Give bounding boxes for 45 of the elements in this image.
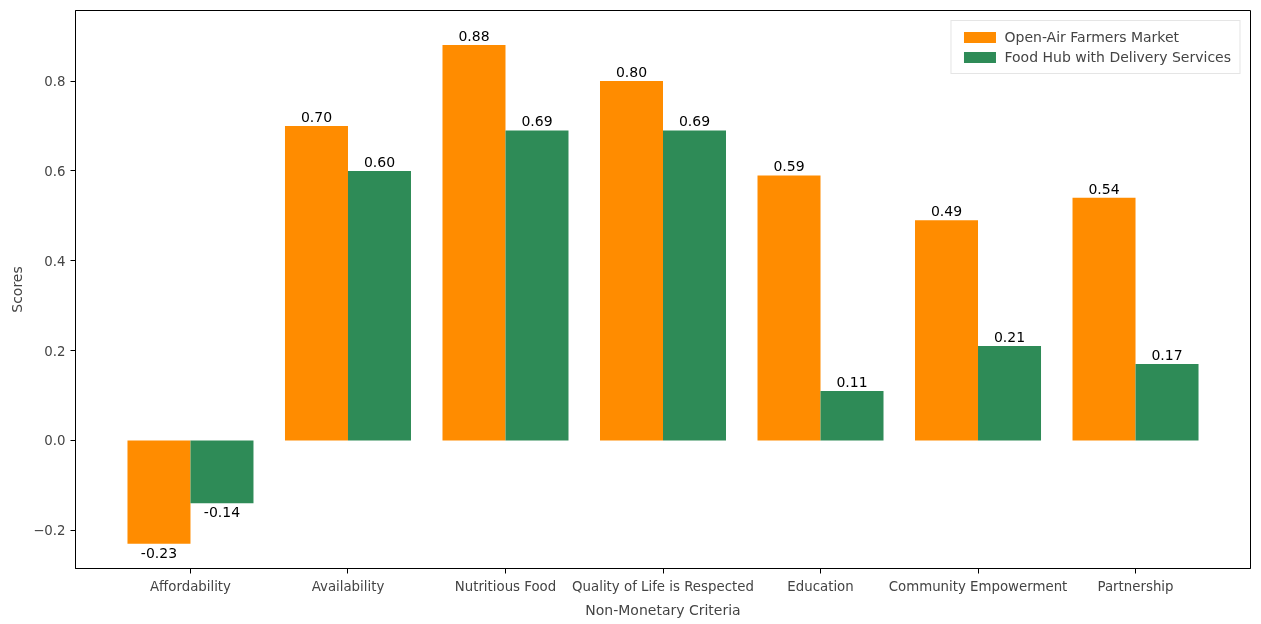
x-tick-label: Education	[787, 578, 854, 594]
legend-label: Food Hub with Delivery Services	[1004, 49, 1231, 65]
data-label: -0.14	[203, 504, 241, 521]
x-tick-label: Availability	[311, 578, 385, 594]
data-label: 0.59	[773, 158, 805, 175]
data-label: 0.54	[1088, 180, 1120, 197]
y-tick-label: 0.4	[44, 253, 66, 269]
y-axis-title: Scores	[9, 266, 26, 313]
bar	[757, 175, 821, 441]
legend-label: Open-Air Farmers Market	[1004, 29, 1180, 45]
x-tick-label: Community Empowerment	[888, 578, 1068, 594]
data-label: 0.21	[993, 329, 1026, 346]
data-label: 0.11	[836, 374, 868, 391]
y-tick-label: 0.0	[44, 433, 66, 449]
bar	[190, 440, 254, 504]
data-label: 0.70	[300, 108, 333, 125]
data-label: 0.88	[458, 28, 490, 45]
bar	[915, 220, 979, 441]
bar	[1135, 364, 1199, 441]
x-tick-label: Nutritious Food	[454, 578, 557, 594]
bar	[505, 130, 569, 441]
bar	[820, 391, 884, 441]
data-label: 0.69	[521, 113, 553, 130]
data-label: 0.49	[930, 203, 963, 220]
x-tick-label: Affordability	[149, 578, 232, 594]
data-label: 0.17	[1151, 347, 1183, 364]
x-axis-title: Non-Monetary Criteria	[585, 601, 741, 618]
x-tick-label: Quality of Life is Respected	[572, 578, 754, 594]
bar	[284, 125, 348, 441]
y-tick-label: 0.2	[44, 343, 66, 359]
bar	[127, 440, 191, 544]
data-label: 0.60	[363, 153, 396, 170]
bar	[442, 45, 506, 441]
data-label: 0.69	[678, 113, 711, 130]
bar	[1072, 197, 1136, 441]
y-tick-label: 0.6	[44, 163, 66, 179]
data-label: -0.23	[140, 544, 178, 561]
bar	[347, 170, 411, 441]
bar	[663, 130, 726, 441]
data-label: 0.80	[615, 64, 648, 81]
y-tick-label: −0.2	[33, 523, 66, 539]
y-tick-label: 0.8	[44, 74, 66, 90]
bar	[978, 346, 1042, 441]
bar	[600, 81, 663, 441]
x-tick-label: Partnership	[1097, 578, 1174, 594]
